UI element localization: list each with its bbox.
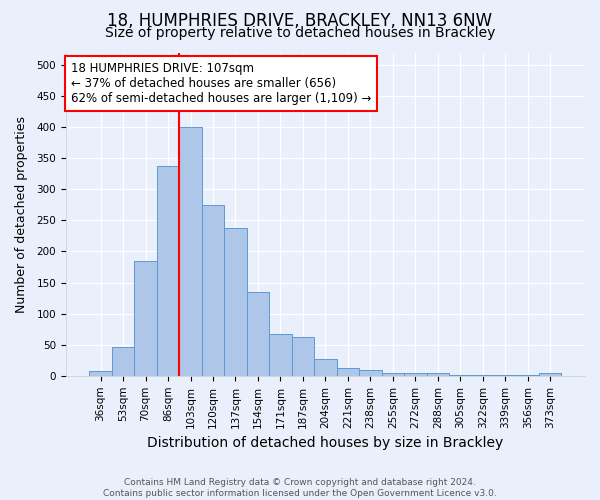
Bar: [134, 261, 157, 376]
Bar: [157, 166, 179, 376]
Bar: [89, 371, 112, 376]
Text: 18, HUMPHRIES DRIVE, BRACKLEY, NN13 6NW: 18, HUMPHRIES DRIVE, BRACKLEY, NN13 6NW: [107, 12, 493, 30]
Bar: [202, 205, 224, 376]
Text: Contains HM Land Registry data © Crown copyright and database right 2024.
Contai: Contains HM Land Registry data © Crown c…: [103, 478, 497, 498]
Bar: [292, 336, 314, 376]
Bar: [539, 374, 562, 376]
Bar: [337, 368, 359, 376]
Bar: [112, 346, 134, 376]
Bar: [494, 375, 517, 376]
Bar: [427, 374, 449, 376]
Bar: [224, 228, 247, 376]
Bar: [359, 370, 382, 376]
Bar: [449, 374, 472, 376]
Bar: [179, 127, 202, 376]
Bar: [517, 375, 539, 376]
Bar: [269, 334, 292, 376]
Bar: [472, 375, 494, 376]
X-axis label: Distribution of detached houses by size in Brackley: Distribution of detached houses by size …: [147, 436, 503, 450]
Bar: [247, 292, 269, 376]
Bar: [382, 372, 404, 376]
Text: 18 HUMPHRIES DRIVE: 107sqm
← 37% of detached houses are smaller (656)
62% of sem: 18 HUMPHRIES DRIVE: 107sqm ← 37% of deta…: [71, 62, 371, 105]
Bar: [404, 374, 427, 376]
Bar: [314, 359, 337, 376]
Text: Size of property relative to detached houses in Brackley: Size of property relative to detached ho…: [105, 26, 495, 40]
Y-axis label: Number of detached properties: Number of detached properties: [15, 116, 28, 312]
